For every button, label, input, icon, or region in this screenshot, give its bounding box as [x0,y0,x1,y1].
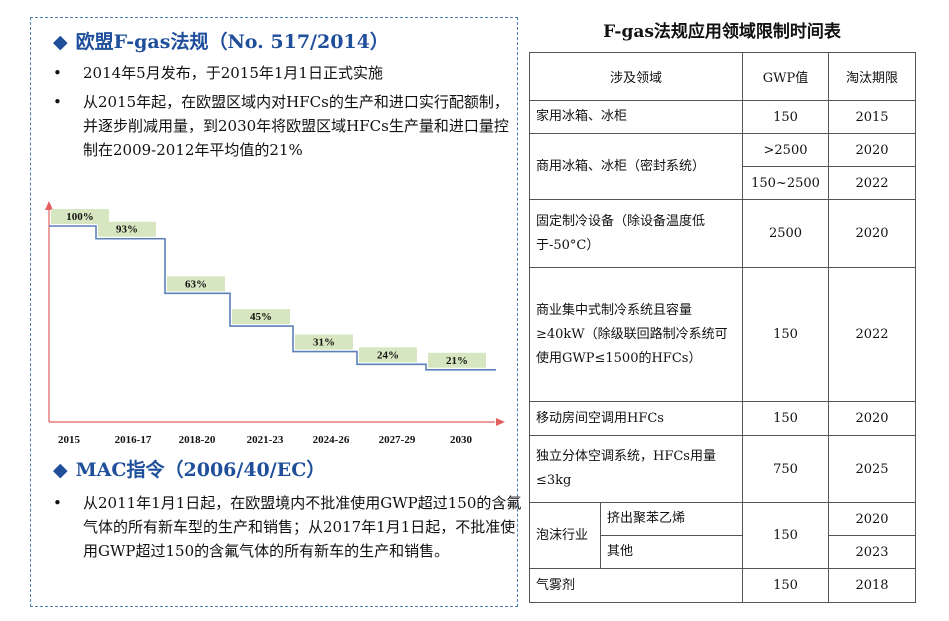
category-tick-label: 2024-26 [313,434,350,446]
bullet-text: 从2015年起，在欧盟区域内对HFCs的生产和进口实行配额制，并逐步削减用量，到… [83,93,509,159]
cell-field: 气雾剂 [528,568,744,603]
cell-gwp: 150 [742,267,830,402]
table-row: 泡沫行业 挤出聚苯乙烯 150 2020 [529,502,917,569]
fgas-section-title: ◆ 欧盟F-gas法规（No. 517/2014） [53,27,389,54]
cell-gwp: 2500 [742,199,830,268]
cell-year: 2015 [828,100,917,134]
cell-field: 独立分体空调系统，HFCs用量≤3kg [528,435,744,503]
bullet-dot-icon: • [53,93,62,111]
category-tick-label: 2030 [450,434,473,446]
fgas-title-text: 欧盟F-gas法规（No. 517/2014） [75,31,389,53]
bullet-item: • 从2015年起，在欧盟区域内对HFCs的生产和进口实行配额制，并逐步削减用量… [53,90,523,162]
cell-field: 固定制冷设备（除设备温度低于-50°C） [528,199,744,268]
cell-year: 2025 [828,435,917,503]
table-row: 移动房间空调用HFCs 150 2020 [528,401,917,436]
value-label-box [98,221,156,237]
table-row: 家用冰箱、冰柜 150 2015 [528,100,917,134]
value-label-box [428,352,486,368]
category-tick-label: 2016-17 [115,434,152,446]
hfc-phase-down-chart: 100% 2015 93% 2016-17 63% 2018-20 45% 2021-23 31… [45,201,505,446]
cell-gwp: 150 [742,401,830,436]
table-title: F-gas法规应用领域限制时间表 [603,22,841,42]
value-label: 63% [185,278,207,290]
category-tick-label: 2018-20 [179,434,216,446]
category-tick-label: 2021-23 [247,434,284,446]
restriction-table: 涉及领域 GWP值 淘汰期限 家用冰箱、冰柜 150 2015 商用冰箱、冰柜（… [528,52,917,603]
cell-gwp: 150 [742,568,830,603]
bullet-dot-icon: • [53,494,62,512]
cell-gwp: >2500 [742,133,830,167]
table-row: 气雾剂 150 2018 [528,568,917,603]
cell-gwp: 150 [742,502,830,569]
header-deadline: 淘汰期限 [828,52,917,101]
phase-down-step-line [49,225,496,371]
bullet-text: 2014年5月发布，于2015年1月1日正式实施 [83,64,383,82]
cell-field: 移动房间空调用HFCs [528,401,744,436]
table-row: 商用冰箱、冰柜（密封系统） >2500 2020 [528,133,917,200]
cell-group: 泡沫行业 [529,502,601,569]
cell-year: 2022 [828,267,917,402]
header-gwp: GWP值 [742,52,830,101]
value-label-box [359,347,417,363]
value-label: 21% [446,355,468,367]
category-tick-label: 2015 [58,434,81,446]
cell-year: 2023 [828,535,917,569]
bullet-item: • 从2011年1月1日起，在欧盟境内不批准使用GWP超过150的含氟气体的所有… [53,491,523,563]
value-label-box [295,334,353,350]
mac-title-text: MAC指令（2006/40/EC） [75,459,326,481]
table-row: 固定制冷设备（除设备温度低于-50°C） 2500 2020 [528,199,917,268]
table-header-row: 涉及领域 GWP值 淘汰期限 [528,52,917,101]
bullet-item: • 2014年5月发布，于2015年1月1日正式实施 [53,61,523,85]
value-label: 24% [377,349,399,361]
value-label-box [51,209,109,224]
cell-field: 家用冰箱、冰柜 [528,100,744,134]
diamond-bullet-icon: ◆ [53,459,68,481]
value-label: 31% [313,337,335,349]
cell-gwp: 750 [742,435,830,503]
eu-regulation-panel: ◆ 欧盟F-gas法规（No. 517/2014） • 2014年5月发布，于20… [30,17,521,607]
header-field: 涉及领域 [528,52,744,101]
y-axis-arrow-icon [45,201,53,210]
cell-field: 商用冰箱、冰柜（密封系统） [528,133,744,200]
x-axis-arrow-icon [496,418,505,426]
cell-gwp: 150 [742,100,830,134]
value-label: 100% [66,211,94,223]
value-label-box [167,276,225,292]
cell-year: 2020 [828,133,917,167]
table-row: 其他 2023 [530,535,917,569]
value-label-box [232,309,290,325]
cell-year: 2020 [828,199,917,268]
value-label: 45% [250,311,272,323]
table-row: 150~2500 2022 [530,166,917,200]
cell-year: 2020 [828,401,917,436]
bullet-text: 从2011年1月1日起，在欧盟境内不批准使用GWP超过150的含氟气体的所有新车… [83,494,522,560]
table-row: 商业集中式制冷系统且容量≥40kW（除级联回路制冷系统可使用GWP≤1500的H… [528,267,917,402]
cell-field: 商业集中式制冷系统且容量≥40kW（除级联回路制冷系统可使用GWP≤1500的H… [528,267,744,402]
cell-year: 2020 [828,502,917,536]
cell-subfield: 挤出聚苯乙烯 [599,502,744,536]
table-row: 独立分体空调系统，HFCs用量≤3kg 750 2025 [528,435,917,503]
diamond-bullet-icon: ◆ [53,31,68,53]
mac-section-title: ◆ MAC指令（2006/40/EC） [53,455,325,482]
category-tick-label: 2027-29 [379,434,416,446]
value-label: 93% [116,224,138,236]
cell-subfield: 其他 [599,535,744,569]
cell-gwp: 150~2500 [742,166,830,200]
bullet-dot-icon: • [53,64,62,82]
cell-year: 2022 [828,166,917,200]
cell-year: 2018 [828,568,917,603]
